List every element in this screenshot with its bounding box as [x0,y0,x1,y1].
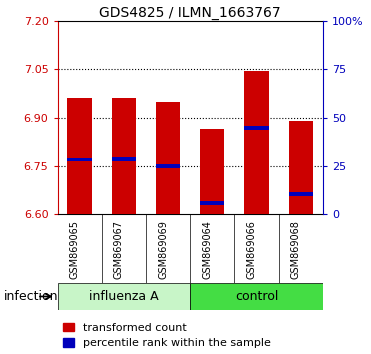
Text: influenza A: influenza A [89,290,159,303]
Bar [289,121,313,214]
Bar [112,98,136,214]
Bar [156,164,180,168]
Bar [68,158,92,161]
Bar [200,201,224,205]
Text: GSM869068: GSM869068 [290,220,301,279]
Text: GSM869065: GSM869065 [70,220,80,279]
Text: GSM869064: GSM869064 [202,220,212,279]
Text: GSM869067: GSM869067 [114,220,124,279]
Bar [156,102,180,214]
Bar [190,283,323,310]
Text: control: control [235,290,278,303]
Text: GSM869069: GSM869069 [158,220,168,279]
Bar [68,98,92,214]
Bar [244,126,269,130]
Bar [112,157,136,161]
Text: GSM869066: GSM869066 [246,220,256,279]
Legend: transformed count, percentile rank within the sample: transformed count, percentile rank withi… [63,322,271,348]
Bar [289,192,313,196]
Title: GDS4825 / ILMN_1663767: GDS4825 / ILMN_1663767 [99,6,281,20]
Text: infection: infection [4,290,58,303]
Bar [244,72,269,214]
Bar [200,129,224,214]
Bar [58,283,190,310]
